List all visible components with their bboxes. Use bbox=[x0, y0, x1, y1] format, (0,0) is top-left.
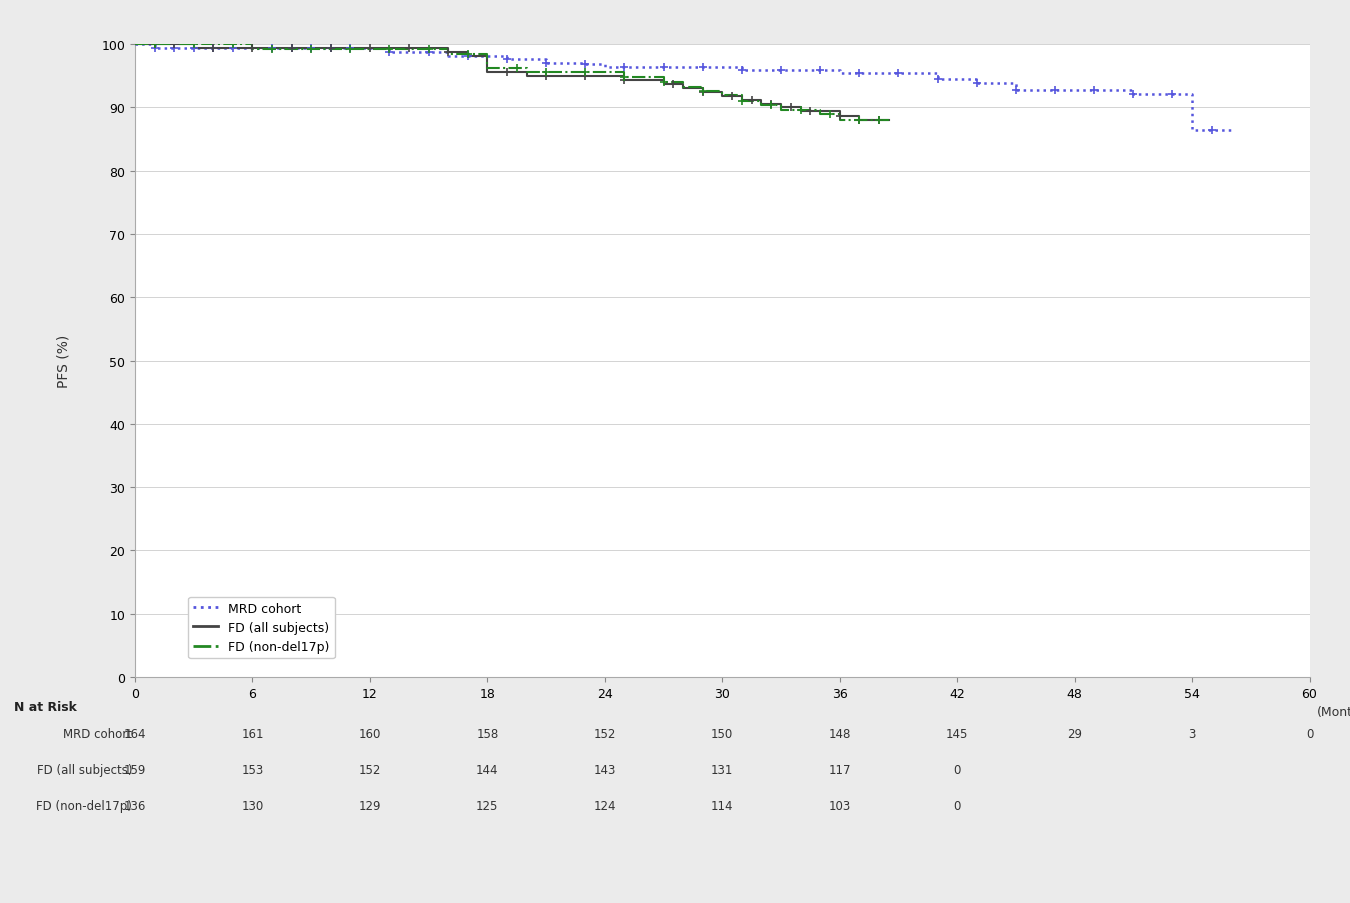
Text: 103: 103 bbox=[829, 799, 850, 812]
Text: 160: 160 bbox=[359, 727, 381, 740]
Text: 152: 152 bbox=[594, 727, 616, 740]
Text: 124: 124 bbox=[594, 799, 616, 812]
Text: 158: 158 bbox=[477, 727, 498, 740]
Y-axis label: PFS (%): PFS (%) bbox=[57, 335, 70, 387]
Text: 29: 29 bbox=[1066, 727, 1083, 740]
Text: 148: 148 bbox=[829, 727, 850, 740]
Text: 164: 164 bbox=[124, 727, 146, 740]
Text: 153: 153 bbox=[242, 763, 263, 776]
Text: 143: 143 bbox=[594, 763, 616, 776]
Text: 129: 129 bbox=[359, 799, 381, 812]
Text: 161: 161 bbox=[242, 727, 263, 740]
Text: 159: 159 bbox=[124, 763, 146, 776]
Text: 152: 152 bbox=[359, 763, 381, 776]
Text: N at Risk: N at Risk bbox=[14, 700, 77, 712]
Text: 125: 125 bbox=[477, 799, 498, 812]
Text: 114: 114 bbox=[711, 799, 733, 812]
Text: 150: 150 bbox=[711, 727, 733, 740]
Text: FD (non-del17p): FD (non-del17p) bbox=[36, 799, 132, 812]
Text: 131: 131 bbox=[711, 763, 733, 776]
Text: 136: 136 bbox=[124, 799, 146, 812]
Text: 3: 3 bbox=[1188, 727, 1196, 740]
Text: (Month): (Month) bbox=[1316, 705, 1350, 718]
Text: 145: 145 bbox=[946, 727, 968, 740]
Text: MRD cohort: MRD cohort bbox=[49, 727, 132, 740]
Text: 0: 0 bbox=[953, 763, 961, 776]
Text: FD (all subjects): FD (all subjects) bbox=[36, 763, 132, 776]
Text: 144: 144 bbox=[477, 763, 498, 776]
Text: 130: 130 bbox=[242, 799, 263, 812]
Legend: MRD cohort, FD (all subjects), FD (non-del17p): MRD cohort, FD (all subjects), FD (non-d… bbox=[188, 597, 335, 658]
Text: 0: 0 bbox=[953, 799, 961, 812]
Text: 0: 0 bbox=[1305, 727, 1314, 740]
Text: 117: 117 bbox=[829, 763, 850, 776]
